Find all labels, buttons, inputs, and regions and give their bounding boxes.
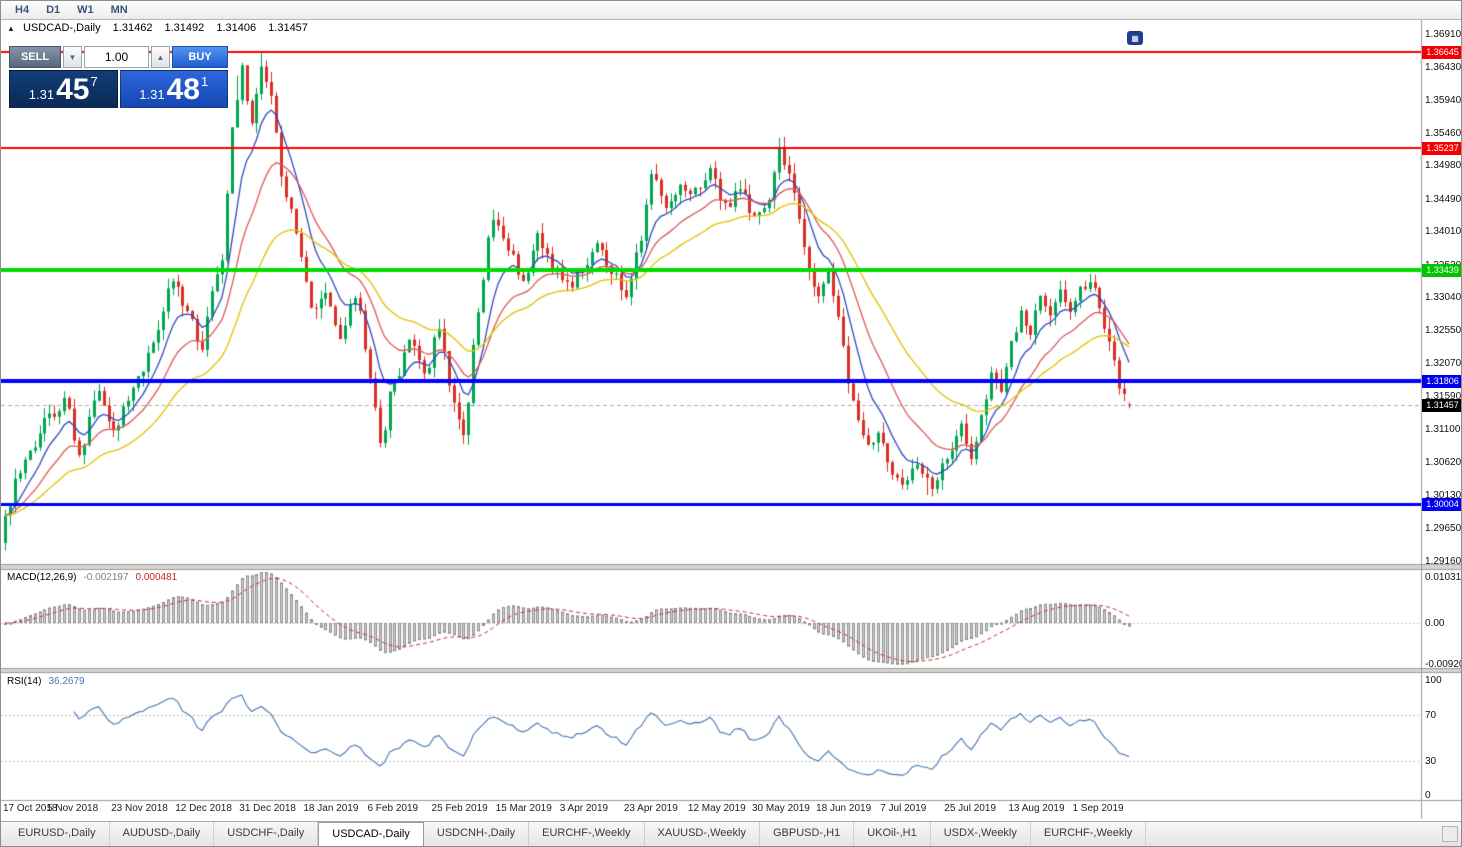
- volume-increase-icon[interactable]: ▲: [151, 46, 170, 68]
- chart-tab-gbpusdh1-7[interactable]: GBPUSD-,H1: [760, 822, 855, 846]
- one-click-trading-panel: SELL ▼ 1.00 ▲ BUY 1.31 45 7 1.31 48 1: [9, 46, 228, 108]
- sell-button[interactable]: SELL: [9, 46, 61, 68]
- chart-tab-audusddaily-1[interactable]: AUDUSD-,Daily: [110, 822, 215, 846]
- chart-tab-usdcnhdaily-4[interactable]: USDCNH-,Daily: [424, 822, 530, 846]
- ohlc-close: 1.31457: [268, 22, 308, 34]
- sell-price-prefix: 1.31: [28, 87, 55, 102]
- volume-input[interactable]: 1.00: [84, 46, 149, 68]
- chart-tab-xauusdweekly-6[interactable]: XAUUSD-,Weekly: [645, 822, 760, 846]
- timeframe-button-d1[interactable]: D1: [46, 4, 61, 16]
- volume-decrease-icon[interactable]: ▼: [63, 46, 82, 68]
- ohlc-open: 1.31462: [112, 22, 153, 34]
- macd-signal-value: 0.000481: [135, 572, 178, 583]
- macd-main-value: -0.002197: [83, 572, 129, 583]
- rsi-indicator-label: RSI(14) 36.2679: [7, 676, 85, 687]
- chart-tab-usdcaddaily-3[interactable]: USDCAD-,Daily: [318, 822, 424, 846]
- chart-tab-bar: EURUSD-,Daily AUDUSD-,Daily USDCHF-,Daily U…: [1, 821, 1461, 846]
- timeframe-button-h4[interactable]: H4: [15, 4, 30, 16]
- buy-button[interactable]: BUY: [172, 46, 228, 68]
- chart-tab-usdchfdaily-2[interactable]: USDCHF-,Daily: [214, 822, 319, 846]
- chart-symbol-label: USDCAD-,Daily: [22, 22, 101, 34]
- timeframe-button-w1[interactable]: W1: [77, 4, 94, 16]
- buy-price-prefix: 1.31: [139, 87, 165, 102]
- timeframe-button-mn[interactable]: MN: [110, 4, 128, 16]
- buy-price-pip: 1: [200, 74, 209, 89]
- timeframe-toolbar: H4 D1 W1 MN: [1, 1, 1461, 20]
- chart-tab-usdxweekly-9[interactable]: USDX-,Weekly: [931, 822, 1031, 846]
- chart-tab-ukoilh1-8[interactable]: UKOil-,H1: [854, 822, 931, 846]
- buy-price-display[interactable]: 1.31 48 1: [119, 70, 228, 108]
- ohlc-high: 1.31492: [164, 22, 205, 34]
- chart-tab-eurchfweekly-10[interactable]: EURCHF-,Weekly: [1031, 822, 1147, 846]
- ohlc-low: 1.31406: [216, 22, 257, 34]
- macd-indicator-label: MACD(12,26,9) -0.002197 0.000481: [7, 572, 177, 583]
- sell-price-display[interactable]: 1.31 45 7: [9, 70, 118, 108]
- chart-tab-eurchfweekly-5[interactable]: EURCHF-,Weekly: [529, 822, 645, 846]
- tab-scroll-button[interactable]: [1442, 826, 1458, 842]
- buy-price-big: 48: [166, 73, 200, 106]
- rsi-name: RSI(14): [7, 676, 42, 687]
- sell-price-pip: 7: [90, 74, 98, 89]
- chart-title: ▲ USDCAD-,Daily 1.31462 1.31492 1.31406 …: [7, 22, 308, 34]
- sell-price-big: 45: [56, 73, 90, 106]
- chart-widget-icon[interactable]: ▦: [1127, 31, 1143, 45]
- macd-name: MACD(12,26,9): [7, 572, 77, 583]
- one-click-toggle-icon[interactable]: ▲: [7, 24, 15, 33]
- rsi-value: 36.2679: [48, 676, 85, 687]
- chart-tab-eurusddaily-0[interactable]: EURUSD-,Daily: [5, 822, 110, 846]
